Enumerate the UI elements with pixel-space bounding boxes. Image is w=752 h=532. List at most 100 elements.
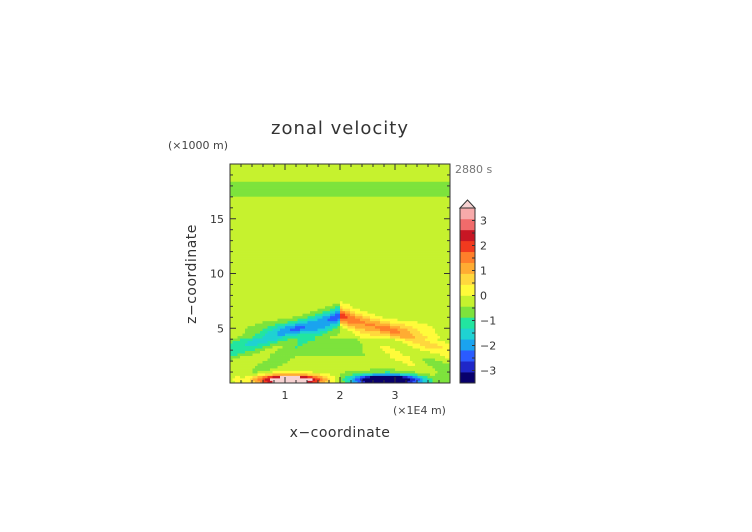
field-cell [312,241,316,244]
field-cell [245,378,248,381]
field-cell [240,188,243,192]
field-cell [362,280,366,284]
field-cell [345,373,348,376]
field-cell [347,335,351,339]
field-cell [280,164,283,167]
field-cell [292,208,296,212]
field-cell [277,288,281,292]
field-cell [352,333,356,337]
field-cell [327,283,331,287]
field-cell [252,295,256,299]
field-cell [360,251,363,254]
field-cell [260,323,263,327]
field-cell [280,310,283,314]
field-cell [257,335,261,339]
field-cell [292,181,296,185]
field-cell [312,373,316,376]
field-cell [257,196,261,200]
field-cell [330,243,333,247]
field-cell [370,318,373,322]
field-cell [345,266,348,269]
field-cell [255,280,258,284]
field-cell [230,318,233,322]
field-cell [232,278,236,282]
field-cell [302,298,306,302]
field-cell [250,343,253,347]
field-cell [230,278,233,282]
field-cell [357,305,361,309]
field-cell [292,261,296,264]
field-cell [355,268,358,272]
field-cell [295,178,298,182]
field-cell [335,340,338,344]
field-cell [322,251,326,254]
field-cell [315,208,318,212]
field-cell [277,236,281,240]
field-cell [257,206,261,210]
field-cell [287,353,291,356]
field-cell [322,186,326,190]
field-cell [242,300,246,304]
field-cell [347,251,351,254]
field-cell [262,378,266,381]
field-cell [327,208,331,212]
field-cell [335,328,338,332]
field-cell [312,358,316,361]
field-cell [337,186,341,190]
field-cell [345,275,348,279]
field-cell [242,293,246,297]
field-cell [330,241,333,244]
field-cell [240,263,243,267]
field-cell [305,335,308,339]
field-cell [362,211,366,215]
field-cell [302,166,306,170]
field-cell [310,183,313,187]
field-cell [265,345,268,349]
field-cell [242,181,246,185]
field-cell [232,178,236,182]
field-cell [277,186,281,190]
field-cell [267,233,271,237]
field-cell [275,241,278,244]
field-cell [322,268,326,272]
field-cell [370,271,373,274]
field-cell [350,166,353,170]
field-cell [325,375,328,379]
field-cell [360,360,363,364]
field-cell [365,303,368,307]
field-cell [282,181,286,185]
field-cell [245,303,248,307]
field-cell [247,328,251,332]
field-cell [287,198,291,202]
field-cell [345,216,348,220]
field-cell [357,278,361,282]
field-cell [290,213,293,217]
field-cell [297,350,301,354]
field-cell [240,335,243,339]
field-cell [235,198,238,202]
field-cell [360,238,363,242]
field-cell [250,231,253,235]
field-cell [295,243,298,247]
field-cell [305,218,308,222]
field-cell [315,216,318,220]
field-cell [340,171,343,175]
field-cell [250,243,253,247]
field-cell [290,243,293,247]
field-cell [355,206,358,210]
field-cell [280,343,283,347]
field-cell [272,236,276,240]
field-cell [295,193,298,197]
field-cell [305,271,308,274]
field-cell [300,188,303,192]
field-cell [285,303,288,307]
field-cell [335,353,338,356]
field-cell [287,358,291,361]
field-cell [325,213,328,217]
field-cell [282,378,286,381]
field-cell [302,223,306,227]
field-cell [292,188,296,192]
field-cell [292,358,296,361]
field-cell [280,213,283,217]
field-cell [367,370,371,374]
